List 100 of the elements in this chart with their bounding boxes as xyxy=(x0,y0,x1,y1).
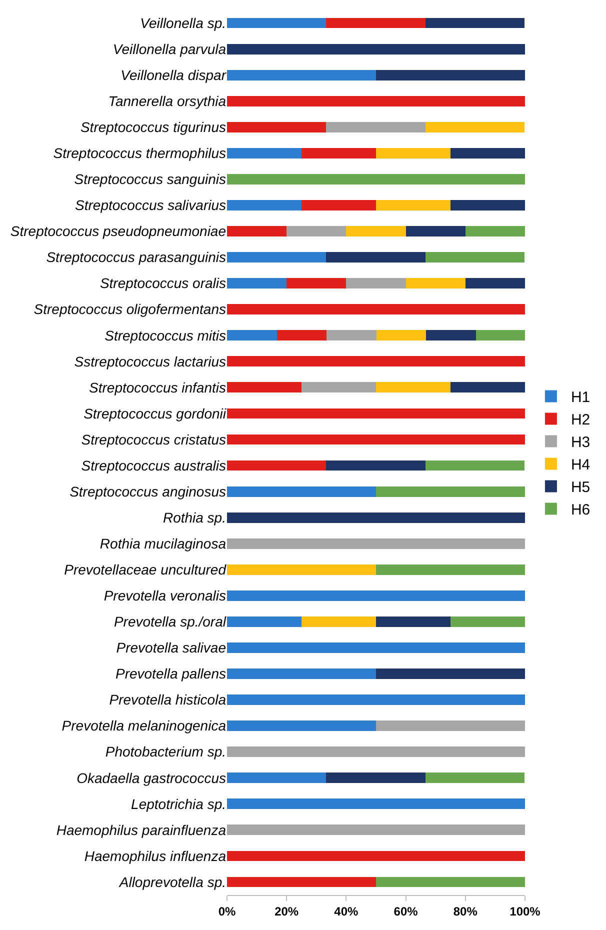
bar xyxy=(227,96,525,106)
y-tick-label: Streptococcus sanguinis xyxy=(74,171,226,188)
y-tick-label: Streptococcus infantis xyxy=(89,379,226,396)
bar xyxy=(376,330,426,341)
y-tick-label: Alloprevotella sp. xyxy=(118,874,226,890)
x-tick-label: 40% xyxy=(334,904,359,918)
bar xyxy=(227,642,525,653)
bar xyxy=(227,70,376,80)
bar xyxy=(227,772,326,784)
bar xyxy=(450,382,525,393)
y-tick-label: Haemophilus parainfluenza xyxy=(56,822,226,838)
bar xyxy=(376,148,450,158)
y-tick-label: Prevotella pallens xyxy=(115,666,226,682)
bar xyxy=(326,460,426,471)
y-tick-label: Streptococcus oligofermentans xyxy=(34,301,226,318)
y-tick-label: Streptococcus thermophilus xyxy=(53,145,226,162)
bar xyxy=(476,330,525,341)
bar xyxy=(376,876,525,888)
bar xyxy=(227,564,376,575)
bar xyxy=(302,382,376,393)
bar xyxy=(227,590,525,601)
bar xyxy=(346,226,406,236)
bar xyxy=(465,226,525,236)
bar xyxy=(227,616,302,627)
x-tick-label: 20% xyxy=(274,904,299,918)
bar xyxy=(286,278,346,289)
bar xyxy=(286,226,346,236)
bar xyxy=(227,174,525,184)
bar xyxy=(465,278,525,289)
bar xyxy=(227,694,525,705)
legend-label: H2 xyxy=(570,412,590,429)
bar xyxy=(227,876,376,888)
y-tick-label: Veillonella sp. xyxy=(140,14,226,31)
bar xyxy=(406,278,466,289)
bar xyxy=(227,44,525,54)
bar xyxy=(425,460,525,471)
y-tick-label: Prevotella veronalis xyxy=(104,588,226,604)
y-tick-label: Streptococcus anginosus xyxy=(70,483,226,500)
bar xyxy=(227,330,277,341)
bar xyxy=(346,278,406,289)
y-tick-label: Prevotella salivae xyxy=(116,640,226,656)
bar xyxy=(227,538,525,549)
bar xyxy=(227,304,525,315)
y-tick-label: Streptococcus salivarius xyxy=(75,197,226,214)
y-tick-label: Streptococcus mitis xyxy=(104,327,226,344)
bar xyxy=(406,226,466,236)
bar xyxy=(227,486,376,497)
bar xyxy=(326,330,376,341)
y-tick-label: Prevotella sp./oral xyxy=(114,614,227,630)
y-tick-label: Rothia mucilaginosa xyxy=(100,536,226,552)
y-tick-label: Streptococcus australis xyxy=(81,457,226,474)
bar xyxy=(376,616,450,627)
legend-label: H3 xyxy=(570,434,590,452)
y-tick-label: Rothia sp. xyxy=(162,509,226,526)
y-tick-label: Sstreptococcus lactarius xyxy=(74,353,226,370)
bar xyxy=(326,122,426,132)
x-tick-label: 0% xyxy=(218,904,236,918)
y-tick-label: Prevotella histicola xyxy=(109,692,226,708)
bar xyxy=(426,330,476,341)
bar xyxy=(227,798,525,810)
y-tick-label: Okadaella gastrococcus xyxy=(76,770,226,786)
bar xyxy=(376,720,525,732)
legend-label: H6 xyxy=(570,502,590,519)
bar xyxy=(227,720,376,732)
bar xyxy=(376,200,450,210)
bar xyxy=(227,252,326,262)
bar xyxy=(227,122,326,132)
bar xyxy=(376,564,525,575)
x-tick-label: 100% xyxy=(510,904,541,918)
bar xyxy=(227,382,302,393)
bar xyxy=(450,148,525,158)
bar xyxy=(227,278,287,289)
bar xyxy=(227,356,525,367)
bar xyxy=(450,616,525,627)
bar xyxy=(450,200,525,210)
bar xyxy=(302,148,376,158)
y-tick-label: Veillonella dispar xyxy=(120,66,228,83)
bar xyxy=(376,486,525,497)
legend-label: H5 xyxy=(570,479,590,496)
bar xyxy=(425,772,525,784)
bar xyxy=(302,200,376,210)
bar xyxy=(326,18,426,28)
bar xyxy=(425,18,525,28)
bar xyxy=(227,226,287,236)
y-tick-label: Veillonella parvula xyxy=(112,40,226,57)
bar xyxy=(227,200,302,210)
bar xyxy=(326,252,426,262)
bar xyxy=(227,746,525,758)
bar xyxy=(276,330,327,341)
bar xyxy=(227,668,376,679)
bar xyxy=(227,460,326,471)
legend-label: H1 xyxy=(570,389,590,406)
bar xyxy=(376,668,525,679)
y-tick-label: Streptococcus cristatus xyxy=(81,431,226,448)
bar xyxy=(227,512,525,523)
bar xyxy=(376,70,525,80)
y-tick-label: Streptococcus gordonii xyxy=(84,405,227,422)
y-tick-label: Prevotella melaninogenica xyxy=(62,718,226,734)
bar xyxy=(227,18,326,28)
bar xyxy=(425,252,525,262)
